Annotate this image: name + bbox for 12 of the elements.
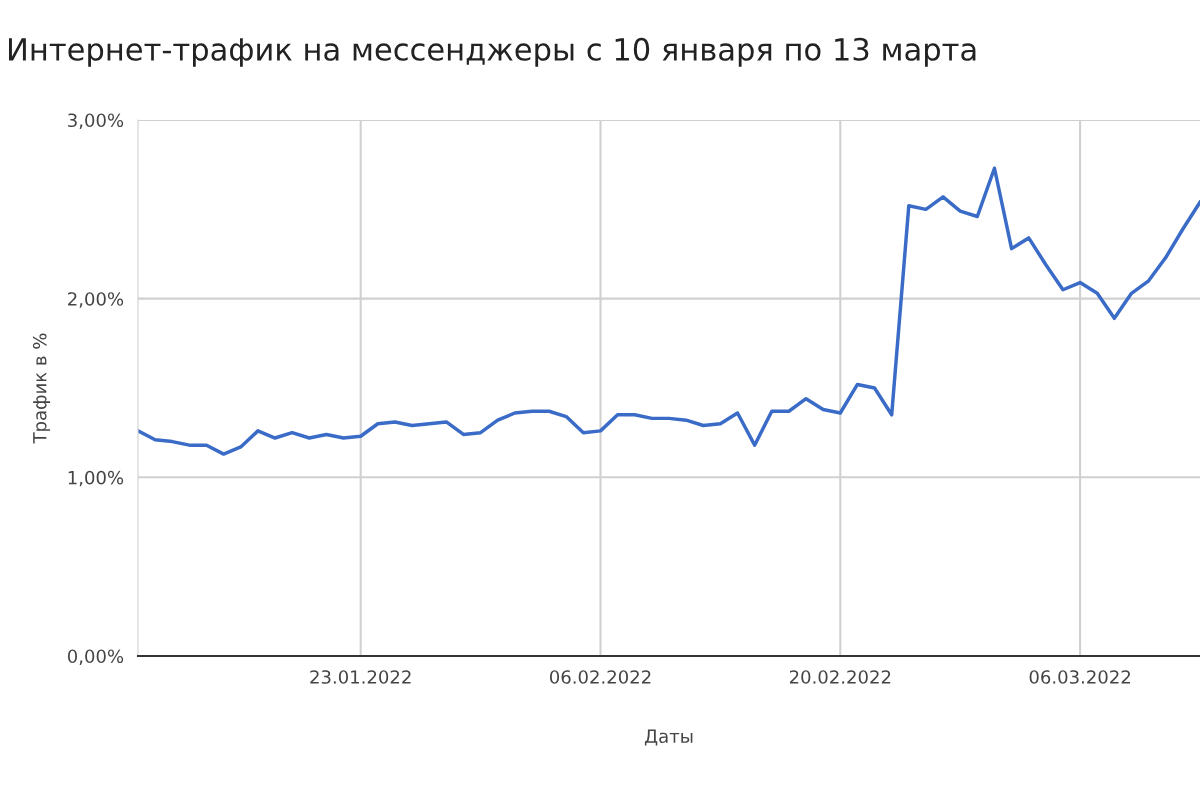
y-tick-label: 1,00%	[68, 470, 124, 487]
y-tick-label: 2,00%	[68, 292, 124, 308]
y-axis-title: Трафик в %	[32, 333, 51, 444]
x-tick-label: 20.02.2022	[789, 670, 891, 684]
chart-title: Интернет-трафик на мессенджеры с 10 января по 13 марта	[9, 37, 976, 67]
y-tick-label: 3,00%	[68, 113, 124, 129]
x-axis-title: Даты	[644, 729, 693, 746]
y-tick-label: 0,00%	[67, 649, 124, 665]
x-tick-label: 06.03.2022	[1029, 670, 1130, 684]
x-tick-label: 06.02.2022	[549, 670, 651, 684]
x-tick-label: 23.01.2022	[310, 670, 411, 684]
line-series	[138, 166, 1200, 456]
